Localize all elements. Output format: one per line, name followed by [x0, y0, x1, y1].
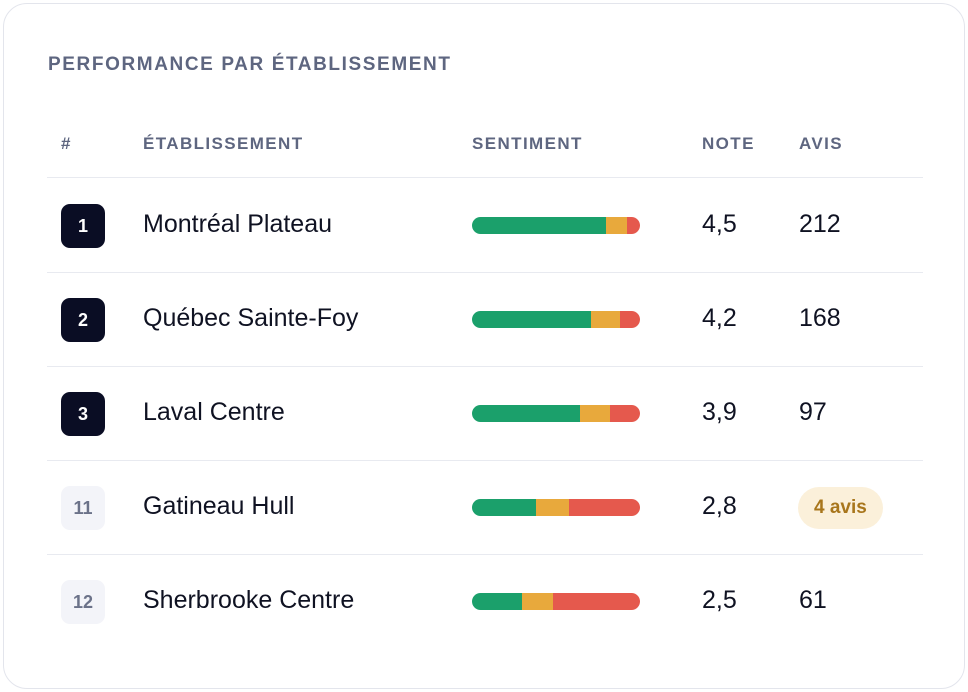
avis-count: 168 — [799, 304, 841, 332]
sentiment-bar — [472, 499, 640, 516]
sentiment-negative-segment — [569, 499, 640, 516]
establishment-name: Gatineau Hull — [143, 492, 295, 520]
table-header: # ÉTABLISSEMENT SENTIMENT NOTE AVIS — [47, 132, 923, 178]
sentiment-negative-segment — [552, 593, 640, 610]
sentiment-bar — [472, 311, 640, 328]
note-value: 2,8 — [702, 492, 737, 520]
sentiment-negative-segment — [619, 311, 640, 328]
card-title: PERFORMANCE PAR ÉTABLISSEMENT — [48, 54, 452, 75]
avis-count: 61 — [799, 586, 827, 614]
sentiment-neutral-segment — [522, 593, 553, 610]
avis-count: 212 — [799, 210, 841, 238]
rank-badge: 12 — [61, 580, 105, 624]
header-establishment: ÉTABLISSEMENT — [143, 134, 304, 153]
note-value: 4,2 — [702, 304, 737, 332]
table-row[interactable]: 1 Montréal Plateau 4,5 212 — [47, 179, 923, 273]
header-note: NOTE — [702, 134, 755, 153]
sentiment-positive-segment — [472, 311, 592, 328]
sentiment-bar — [472, 217, 640, 234]
sentiment-positive-segment — [472, 405, 580, 422]
sentiment-positive-segment — [472, 593, 523, 610]
note-value: 4,5 — [702, 210, 737, 238]
header-avis: AVIS — [799, 134, 844, 153]
sentiment-neutral-segment — [535, 499, 570, 516]
sentiment-positive-segment — [472, 499, 536, 516]
sentiment-negative-segment — [626, 217, 640, 234]
rank-badge: 11 — [61, 486, 105, 530]
avis-count: 97 — [799, 398, 827, 426]
avis-badge: 4 avis — [798, 487, 883, 529]
sentiment-positive-segment — [472, 217, 607, 234]
sentiment-neutral-segment — [591, 311, 620, 328]
performance-card: PERFORMANCE PAR ÉTABLISSEMENT # ÉTABLISS… — [3, 3, 965, 689]
sentiment-bar — [472, 405, 640, 422]
sentiment-bar — [472, 593, 640, 610]
sentiment-neutral-segment — [606, 217, 627, 234]
establishment-name: Québec Sainte-Foy — [143, 304, 359, 332]
establishment-name: Sherbrooke Centre — [143, 586, 355, 614]
table-body: 1 Montréal Plateau 4,5 212 2 Québec Sain… — [47, 179, 923, 649]
table-row[interactable]: 3 Laval Centre 3,9 97 — [47, 367, 923, 461]
establishment-name: Laval Centre — [143, 398, 285, 426]
table-row[interactable]: 2 Québec Sainte-Foy 4,2 168 — [47, 273, 923, 367]
table-row[interactable]: 11 Gatineau Hull 2,8 4 avis — [47, 461, 923, 555]
rank-badge: 2 — [61, 298, 105, 342]
header-rank: # — [61, 134, 72, 153]
rank-badge: 3 — [61, 392, 105, 436]
note-value: 3,9 — [702, 398, 737, 426]
header-sentiment: SENTIMENT — [472, 134, 583, 153]
table-row[interactable]: 12 Sherbrooke Centre 2,5 61 — [47, 555, 923, 649]
note-value: 2,5 — [702, 586, 737, 614]
sentiment-negative-segment — [609, 405, 640, 422]
sentiment-neutral-segment — [579, 405, 610, 422]
establishment-name: Montréal Plateau — [143, 210, 333, 238]
rank-badge: 1 — [61, 204, 105, 248]
